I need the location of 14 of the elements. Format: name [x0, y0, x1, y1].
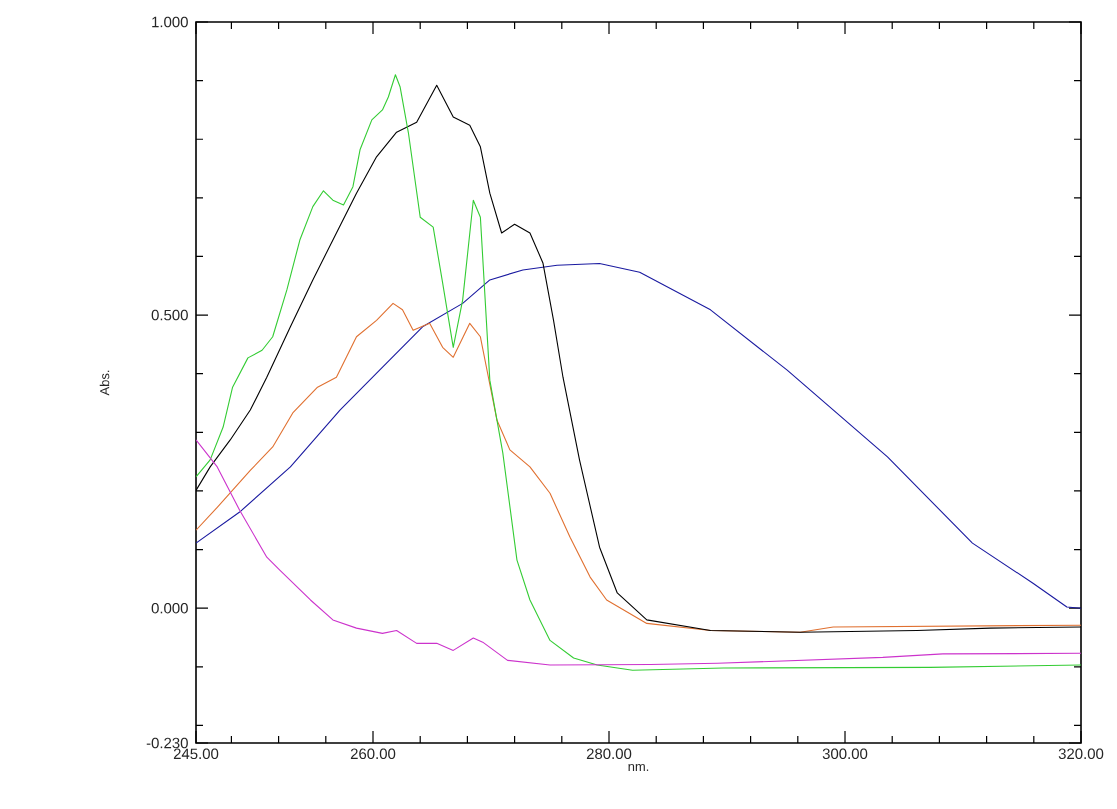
x-tick-label: 320.00: [1058, 748, 1104, 760]
y-tick-label: 1.000: [152, 16, 188, 28]
x-tick-label: 300.00: [822, 748, 868, 760]
y-tick-label: -0.230: [146, 737, 188, 749]
x-axis-title: nm.: [628, 763, 649, 771]
x-tick-label: 260.00: [350, 748, 396, 760]
y-tick-label: 0.000: [151, 602, 188, 614]
x-tick-label: 280.00: [586, 748, 632, 760]
line-series: [196, 439, 1082, 666]
y-axis-title: Abs.: [99, 370, 110, 396]
x-tick-label: 245.00: [173, 748, 219, 760]
line-series: [196, 262, 1082, 609]
line-series: [196, 302, 1082, 633]
y-tick-label: 0.500: [151, 309, 188, 321]
